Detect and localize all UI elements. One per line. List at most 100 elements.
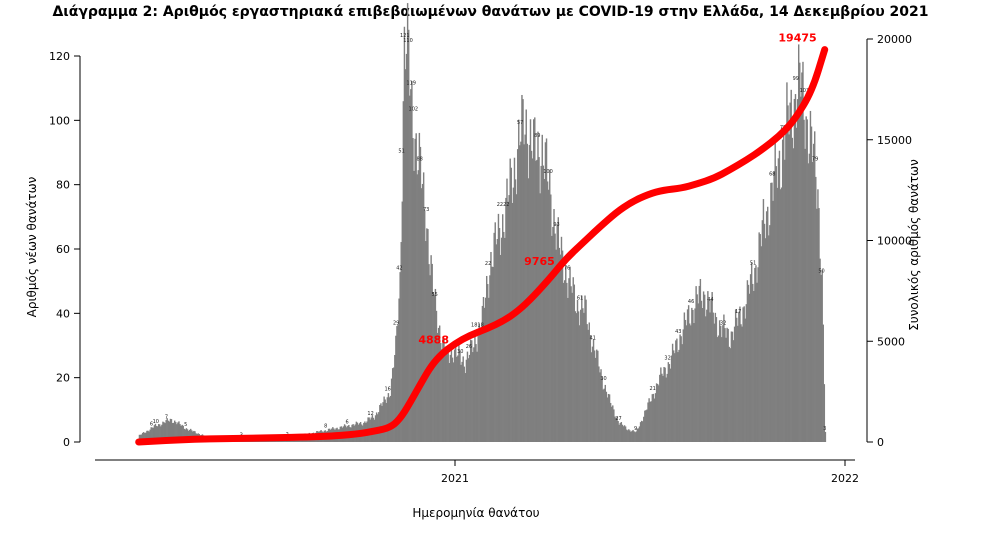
bar-data-label: 21: [650, 386, 656, 392]
bar: [698, 285, 701, 442]
bar: [699, 278, 702, 442]
bar: [637, 428, 640, 442]
bar: [767, 206, 769, 442]
bar-data-label: 27: [615, 416, 621, 422]
bar: [388, 397, 391, 442]
bar: [567, 297, 569, 442]
bar: [576, 299, 579, 442]
bar: [700, 300, 703, 442]
bar: [672, 350, 675, 442]
bar: [185, 428, 188, 442]
bar: [806, 119, 808, 443]
bar: [477, 336, 479, 442]
bar: [591, 346, 594, 442]
bar: [618, 424, 620, 442]
bar: [569, 266, 571, 442]
bar: [495, 244, 498, 442]
bar: [761, 220, 764, 442]
bar: [527, 178, 530, 442]
bar: [585, 299, 587, 442]
y-right-tick-label: 15000: [877, 134, 912, 147]
bar: [757, 267, 759, 442]
bar: [733, 326, 736, 442]
bar: [476, 351, 478, 442]
bar-data-label: 16: [385, 386, 391, 392]
bar: [727, 328, 729, 442]
bar: [665, 377, 667, 442]
bar-data-label: 103: [800, 88, 810, 94]
bar: [641, 421, 644, 442]
bar: [750, 262, 753, 442]
bar: [679, 334, 681, 442]
bar: [403, 26, 406, 442]
bar: [148, 431, 150, 442]
bar-data-label: 89: [534, 133, 540, 139]
bar-data-label: 6: [346, 419, 349, 425]
bar: [603, 388, 605, 442]
bar: [484, 297, 487, 442]
bar: [762, 199, 765, 442]
bar: [711, 292, 713, 442]
bar: [670, 355, 673, 442]
bar: [412, 138, 414, 443]
bar: [667, 362, 670, 442]
bar: [441, 349, 443, 442]
bar: [389, 395, 392, 442]
bar: [164, 423, 166, 442]
bar: [444, 353, 446, 442]
bar-data-label: 22: [485, 261, 491, 267]
bar: [440, 343, 442, 442]
bar: [755, 265, 757, 442]
bar: [465, 359, 468, 442]
bar: [393, 367, 395, 442]
bar-data-label: 50: [818, 269, 824, 275]
chart-title: Διάγραμμα 2: Αριθμός εργαστηριακά επιβεβ…: [52, 4, 929, 20]
bar-data-label: 68: [769, 172, 775, 178]
bar: [794, 94, 797, 442]
bar: [154, 423, 157, 442]
bar: [437, 327, 440, 442]
bar: [607, 393, 610, 442]
bar: [810, 126, 813, 442]
bar-data-label: 2222: [497, 202, 510, 208]
bar: [171, 423, 174, 442]
bar: [781, 139, 784, 442]
bar: [664, 367, 666, 442]
bar: [623, 425, 626, 442]
bar: [516, 149, 519, 442]
bar: [616, 417, 618, 442]
bar: [824, 431, 827, 442]
bar: [449, 354, 452, 442]
bar: [634, 432, 636, 442]
bar: [511, 202, 514, 442]
bar: [405, 53, 408, 442]
bar: [613, 409, 615, 442]
bar: [149, 429, 151, 442]
bar: [680, 336, 682, 442]
bar: [791, 137, 793, 443]
bar: [559, 254, 562, 442]
bar: [535, 160, 537, 443]
bar: [150, 427, 152, 442]
bar: [496, 239, 499, 442]
bar: [796, 99, 799, 443]
bar-data-label: 51: [750, 260, 756, 266]
bar: [520, 141, 522, 442]
bar: [553, 209, 555, 442]
bar-data-label: 76: [564, 265, 570, 271]
bar: [649, 401, 651, 442]
bar: [400, 242, 402, 442]
bar: [453, 349, 456, 442]
bar-data-label: 43: [675, 329, 681, 335]
bar: [181, 424, 183, 442]
bar: [401, 201, 403, 442]
bar: [656, 384, 659, 442]
bar: [822, 324, 824, 442]
bar: [404, 69, 407, 443]
bar: [663, 366, 665, 442]
bar-data-label: 93: [553, 222, 559, 228]
bar: [659, 374, 661, 442]
bar: [622, 426, 625, 442]
bar: [417, 170, 420, 443]
